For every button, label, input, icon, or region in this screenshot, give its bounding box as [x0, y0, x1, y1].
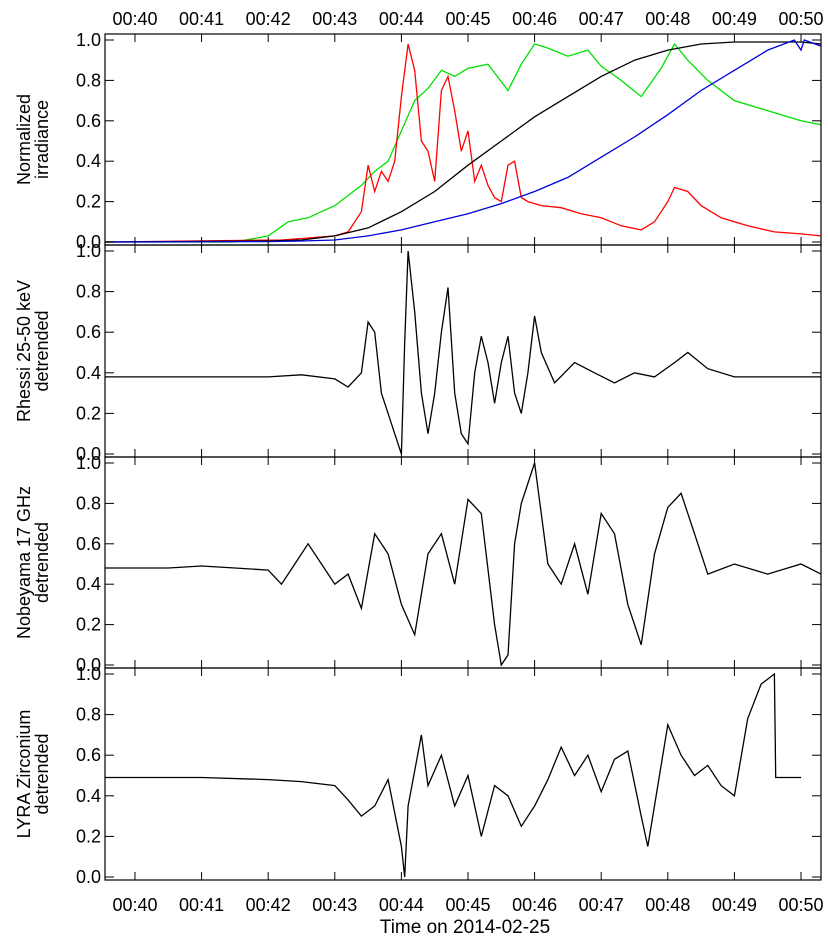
- panel-2-y-axis-label: detrended: [32, 310, 52, 391]
- panels: 0.00.20.40.60.81.0Normalizedirradiance0.…: [14, 30, 822, 887]
- bottom-time-tick-label: 00:44: [379, 895, 424, 915]
- top-time-tick-label: 00:48: [645, 9, 690, 29]
- y-tick-label: 0.0: [76, 232, 101, 252]
- panel-2-frame: [104, 244, 822, 458]
- y-tick-label: 0.4: [76, 363, 101, 383]
- bottom-time-tick-label: 00:43: [312, 895, 357, 915]
- panel-1-series-2-line: [105, 43, 821, 243]
- x-axis-label: Time on 2014-02-25: [380, 917, 550, 938]
- top-time-tick-label: 00:42: [246, 9, 291, 29]
- bottom-time-tick-label: 00:46: [512, 895, 557, 915]
- y-tick-label: 0.6: [76, 111, 101, 131]
- y-tick-label: 0.8: [76, 493, 101, 513]
- y-tick-label: 0.0: [76, 444, 101, 464]
- y-tick-label: 0.4: [76, 786, 101, 806]
- bottom-time-tick-label: 00:45: [445, 895, 490, 915]
- bottom-time-tick-label: 00:40: [112, 895, 157, 915]
- bottom-time-axis: 00:40 00:41 00:42 00:43 00:44 00:45 00:46 00:47…: [112, 895, 823, 915]
- panel-4-series-1-line: [105, 672, 801, 878]
- panel-2-y-axis-label: Rhessi 25-50 keV: [14, 280, 34, 422]
- y-tick-label: 0.8: [76, 70, 101, 90]
- top-time-tick-label: 00:47: [579, 9, 624, 29]
- y-tick-label: 1.0: [76, 241, 101, 261]
- y-tick-label: 0.2: [76, 192, 101, 212]
- top-time-tick-label: 00:43: [312, 9, 357, 29]
- top-time-axis: 00:40 00:41 00:42 00:43 00:44 00:45 00:46 00:47…: [112, 9, 823, 29]
- panel-1-y-axis-label: Normalized: [14, 94, 34, 185]
- panel-4: 0.0 0.2 0.4 0.6 0.8 1.0 LYRA Zirconiumdetrende…: [14, 664, 822, 887]
- panel-3-y-axis-label: Nobeyama 17 GHz: [14, 486, 34, 639]
- top-time-tick-label: 00:41: [179, 9, 224, 29]
- y-tick-label: 0.2: [76, 403, 101, 423]
- panel-2-series-1-line: [105, 250, 821, 455]
- y-tick-label: 0.4: [76, 574, 101, 594]
- top-time-tick-label: 00:45: [445, 9, 490, 29]
- panel-1-y-axis-label: irradiance: [32, 100, 52, 179]
- y-tick-label: 0.6: [76, 322, 101, 342]
- top-time-tick-label: 00:49: [712, 9, 757, 29]
- bottom-time-tick-label: 00:49: [712, 895, 757, 915]
- bottom-time-tick-label: 00:42: [246, 895, 291, 915]
- y-tick-label: 0.6: [76, 745, 101, 765]
- y-tick-label: 0.4: [76, 151, 101, 171]
- y-tick-label: 1.0: [76, 453, 101, 473]
- panel-4-y-axis-label: detrended: [32, 733, 52, 814]
- panel-3-frame: [104, 456, 822, 669]
- bottom-time-tick-label: 00:41: [179, 895, 224, 915]
- panel-3-series-1-line: [105, 462, 821, 667]
- panel-3: 0.0 0.2 0.4 0.6 0.8 1.0 Nobeyama 17 GHzdetrend…: [14, 453, 822, 675]
- panel-1-series-4-line: [105, 39, 821, 243]
- panel-1-series-1-line: [105, 42, 821, 243]
- panel-2: 0.0 0.2 0.4 0.6 0.8 1.0 Rhessi 25-50 keVdetren…: [14, 241, 822, 464]
- y-tick-label: 1.0: [76, 664, 101, 684]
- y-tick-label: 0.0: [76, 655, 101, 675]
- panel-4-y-axis-label: LYRA Zirconium: [14, 710, 34, 839]
- top-time-tick-label: 00:40: [112, 9, 157, 29]
- top-time-tick-label: 00:50: [778, 9, 823, 29]
- bottom-time-tick-label: 00:50: [778, 895, 823, 915]
- y-tick-label: 0.8: [76, 282, 101, 302]
- top-time-tick-label: 00:46: [512, 9, 557, 29]
- y-tick-label: 1.0: [76, 30, 101, 50]
- y-tick-label: 0.0: [76, 867, 101, 887]
- panel-4-frame: [104, 667, 822, 881]
- y-tick-label: 0.2: [76, 615, 101, 635]
- y-tick-label: 0.6: [76, 534, 101, 554]
- bottom-time-tick-label: 00:48: [645, 895, 690, 915]
- top-time-tick-label: 00:44: [379, 9, 424, 29]
- y-tick-label: 0.8: [76, 705, 101, 725]
- y-tick-label: 0.2: [76, 826, 101, 846]
- panel-3-y-axis-label: detrended: [32, 522, 52, 603]
- bottom-time-tick-label: 00:47: [579, 895, 624, 915]
